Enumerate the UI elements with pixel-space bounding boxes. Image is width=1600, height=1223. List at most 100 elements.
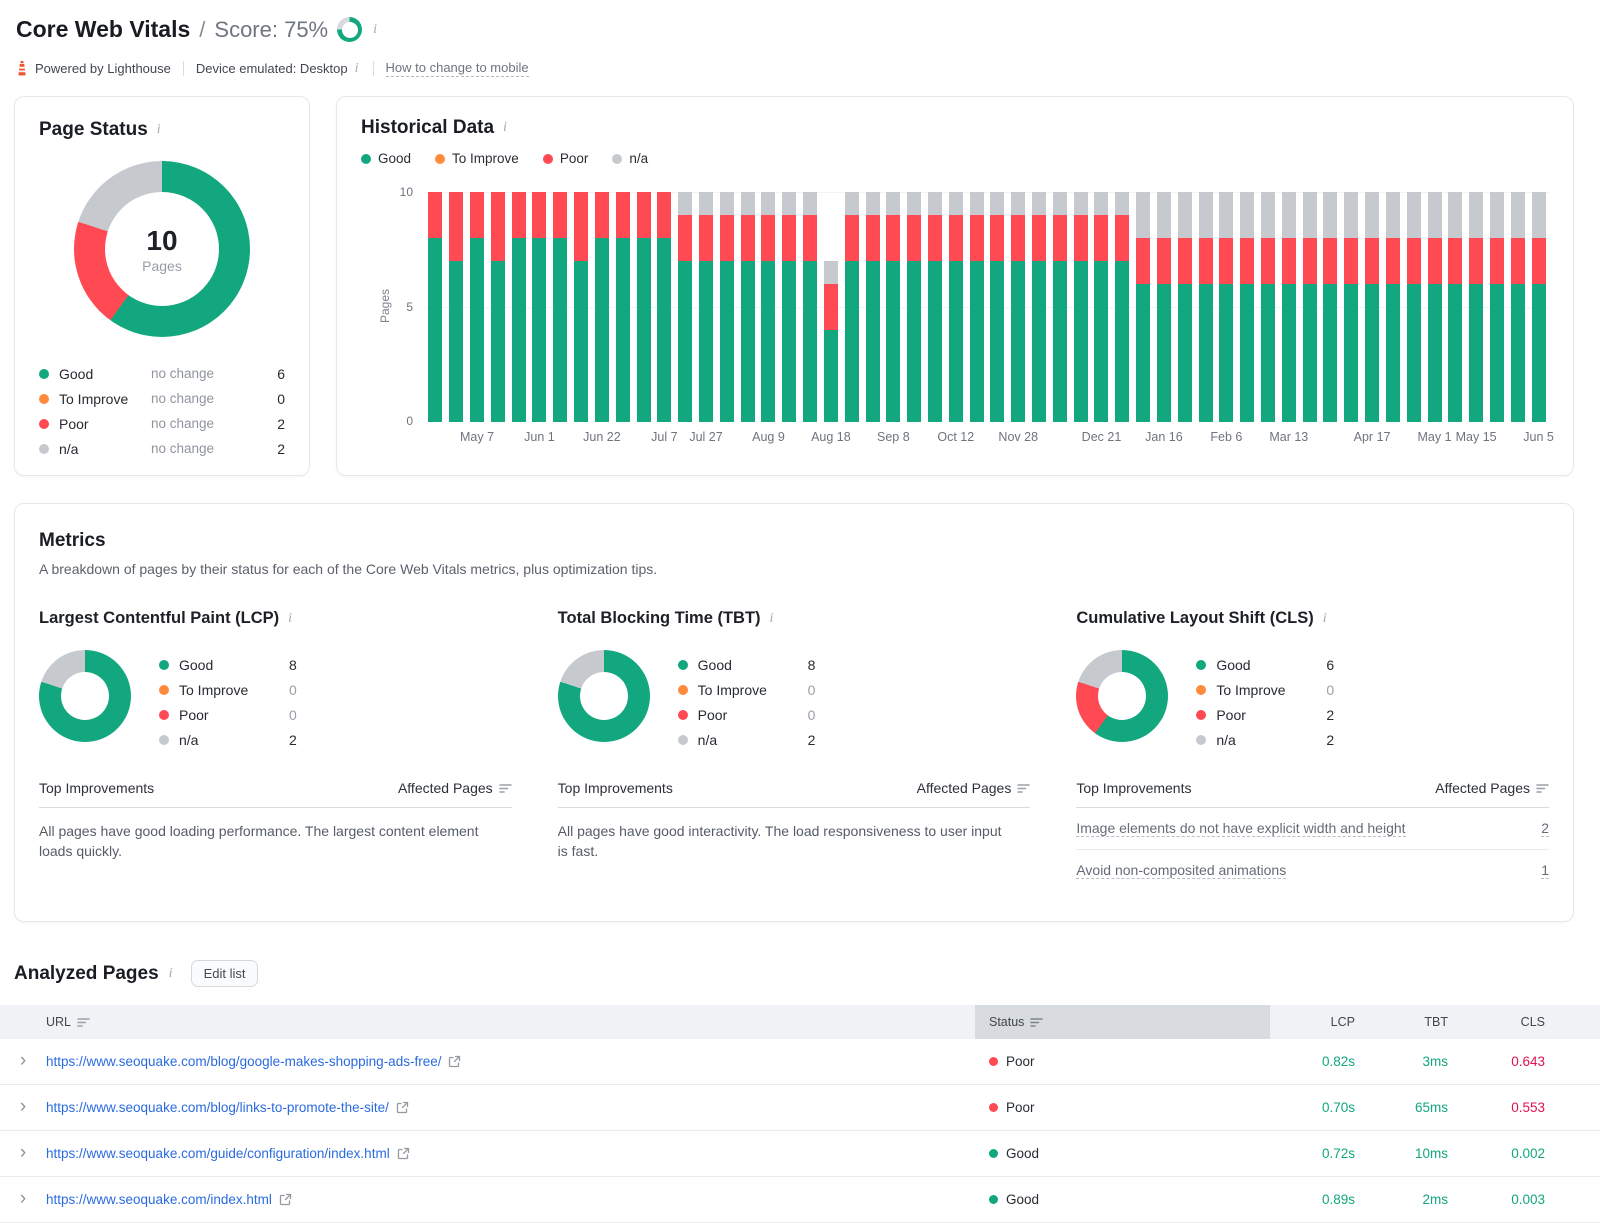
bar[interactable] <box>761 192 776 422</box>
external-link-icon[interactable] <box>279 1193 292 1206</box>
bar[interactable] <box>1011 192 1026 422</box>
bar[interactable] <box>636 192 651 422</box>
bar[interactable] <box>1365 192 1380 422</box>
external-link-icon[interactable] <box>448 1055 461 1068</box>
bar[interactable] <box>615 192 630 422</box>
bar[interactable] <box>948 192 963 422</box>
bar[interactable] <box>844 192 859 422</box>
metric-donut-tbt[interactable] <box>557 650 650 742</box>
column-header-url[interactable]: URL <box>46 1015 975 1029</box>
bar[interactable] <box>1136 192 1151 422</box>
bar[interactable] <box>1177 192 1192 422</box>
bar-segment-good <box>1448 284 1463 422</box>
bar[interactable] <box>1427 192 1442 422</box>
score-info-icon[interactable]: i <box>373 21 378 37</box>
affected-pages-count[interactable]: 2 <box>1541 820 1549 837</box>
metric-donut-lcp[interactable] <box>39 650 131 742</box>
bar[interactable] <box>907 192 922 422</box>
bar[interactable] <box>927 192 942 422</box>
bar[interactable] <box>719 192 734 422</box>
expand-chevron-icon[interactable]: › <box>19 1049 27 1071</box>
external-link-icon[interactable] <box>396 1101 409 1114</box>
expand-chevron-icon[interactable]: › <box>19 1095 27 1117</box>
bar[interactable] <box>511 192 526 422</box>
bar[interactable] <box>470 192 485 422</box>
bar[interactable] <box>490 192 505 422</box>
bar-segment-good <box>1240 284 1255 422</box>
bar[interactable] <box>1073 192 1088 422</box>
bar[interactable] <box>1281 192 1296 422</box>
bar[interactable] <box>886 192 901 422</box>
metric-info-icon[interactable]: i <box>288 610 293 626</box>
affected-pages-count[interactable]: 1 <box>1541 862 1549 879</box>
bar[interactable] <box>969 192 984 422</box>
bar[interactable] <box>1385 192 1400 422</box>
bar[interactable] <box>449 192 464 422</box>
bar[interactable] <box>803 192 818 422</box>
bar[interactable] <box>1052 192 1067 422</box>
page-status-donut[interactable]: 10 Pages <box>74 161 250 337</box>
column-header-tbt[interactable]: TBT <box>1355 1015 1448 1029</box>
bar[interactable] <box>1469 192 1484 422</box>
bar[interactable] <box>428 192 443 422</box>
expand-chevron-icon[interactable]: › <box>19 1187 27 1209</box>
bar[interactable] <box>1198 192 1213 422</box>
column-header-cls[interactable]: CLS <box>1448 1015 1545 1029</box>
improvement-link[interactable]: Image elements do not have explicit widt… <box>1076 820 1406 837</box>
legend-dot-na <box>159 734 169 745</box>
page-url-link[interactable]: https://www.seoquake.com/index.html <box>46 1192 272 1207</box>
bar[interactable] <box>574 192 589 422</box>
affected-pages-sort[interactable]: Affected Pages <box>917 780 1031 796</box>
page-url-link[interactable]: https://www.seoquake.com/guide/configura… <box>46 1146 390 1161</box>
column-header-status[interactable]: Status <box>975 1005 1270 1039</box>
bar-segment-na <box>740 192 755 215</box>
metric-donut-cls[interactable] <box>1076 650 1169 742</box>
bar[interactable] <box>1489 192 1504 422</box>
bar[interactable] <box>1240 192 1255 422</box>
bar[interactable] <box>740 192 755 422</box>
page-url-link[interactable]: https://www.seoquake.com/blog/links-to-p… <box>46 1100 389 1115</box>
expand-chevron-icon[interactable]: › <box>19 1141 27 1163</box>
page-status-info-icon[interactable]: i <box>156 122 161 137</box>
bar[interactable] <box>1531 192 1546 422</box>
bar[interactable] <box>657 192 672 422</box>
bar[interactable] <box>594 192 609 422</box>
bar[interactable] <box>990 192 1005 422</box>
analyzed-pages-info-icon[interactable]: i <box>168 965 173 981</box>
chart-legend-item-good[interactable]: Good <box>361 151 411 166</box>
bar[interactable] <box>1156 192 1171 422</box>
page-url-link[interactable]: https://www.seoquake.com/blog/google-mak… <box>46 1054 442 1069</box>
bar[interactable] <box>1261 192 1275 422</box>
bar[interactable] <box>532 192 547 422</box>
bar[interactable] <box>865 192 880 422</box>
bar[interactable] <box>823 261 838 422</box>
edit-list-button[interactable]: Edit list <box>190 960 259 987</box>
change-to-mobile-link[interactable]: How to change to mobile <box>385 60 529 77</box>
affected-pages-sort[interactable]: Affected Pages <box>398 780 512 796</box>
chart-legend-item-na[interactable]: n/a <box>612 151 648 166</box>
bar[interactable] <box>699 192 713 422</box>
bar[interactable] <box>1032 192 1047 422</box>
bar[interactable] <box>1344 192 1359 422</box>
metric-info-icon[interactable]: i <box>1322 610 1327 626</box>
affected-pages-sort[interactable]: Affected Pages <box>1435 780 1549 796</box>
chart-legend-item-to_improve[interactable]: To Improve <box>435 151 519 166</box>
bar[interactable] <box>782 192 797 422</box>
bar[interactable] <box>1406 192 1421 422</box>
chart-legend-item-poor[interactable]: Poor <box>542 151 588 166</box>
bar[interactable] <box>1323 192 1338 422</box>
historical-info-icon[interactable]: i <box>503 120 507 135</box>
bar[interactable] <box>1302 192 1317 422</box>
improvement-link[interactable]: Avoid non-composited animations <box>1076 862 1287 879</box>
metric-info-icon[interactable]: i <box>769 610 774 626</box>
bar[interactable] <box>678 192 693 422</box>
device-info-icon[interactable]: i <box>354 60 359 76</box>
bar[interactable] <box>553 192 568 422</box>
bar[interactable] <box>1094 192 1109 422</box>
column-header-lcp[interactable]: LCP <box>1270 1015 1355 1029</box>
bar[interactable] <box>1510 192 1525 422</box>
external-link-icon[interactable] <box>397 1147 410 1160</box>
bar[interactable] <box>1219 192 1234 422</box>
bar[interactable] <box>1115 192 1130 422</box>
bar[interactable] <box>1448 192 1463 422</box>
